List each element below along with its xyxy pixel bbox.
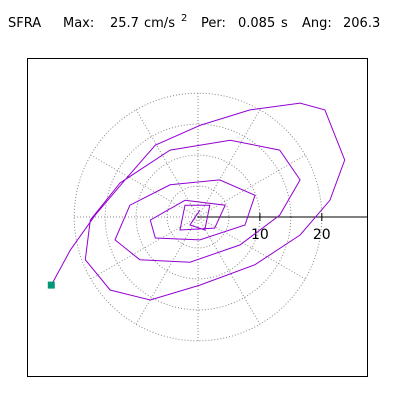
per-unit: s (281, 16, 288, 31)
max-unit: cm/s (144, 16, 175, 31)
tick-label: 20 (313, 227, 331, 243)
per-value: 0.085 (238, 16, 275, 31)
start-marker (47, 281, 55, 289)
max-unit-sup: 2 (181, 13, 187, 24)
spoke (90, 154, 199, 218)
tick-label: 10 (251, 227, 269, 243)
max-label: Max: (63, 16, 94, 31)
plot-frame (27, 58, 368, 377)
ang-value: 206.3 (343, 16, 380, 31)
trajectory (50, 102, 346, 301)
ang-label: Ang: (302, 16, 332, 31)
station: SFRA (8, 16, 41, 31)
max-value: 25.7 (110, 16, 139, 31)
per-label: Per: (201, 16, 226, 31)
spoke (90, 216, 199, 280)
spoke (197, 109, 261, 218)
